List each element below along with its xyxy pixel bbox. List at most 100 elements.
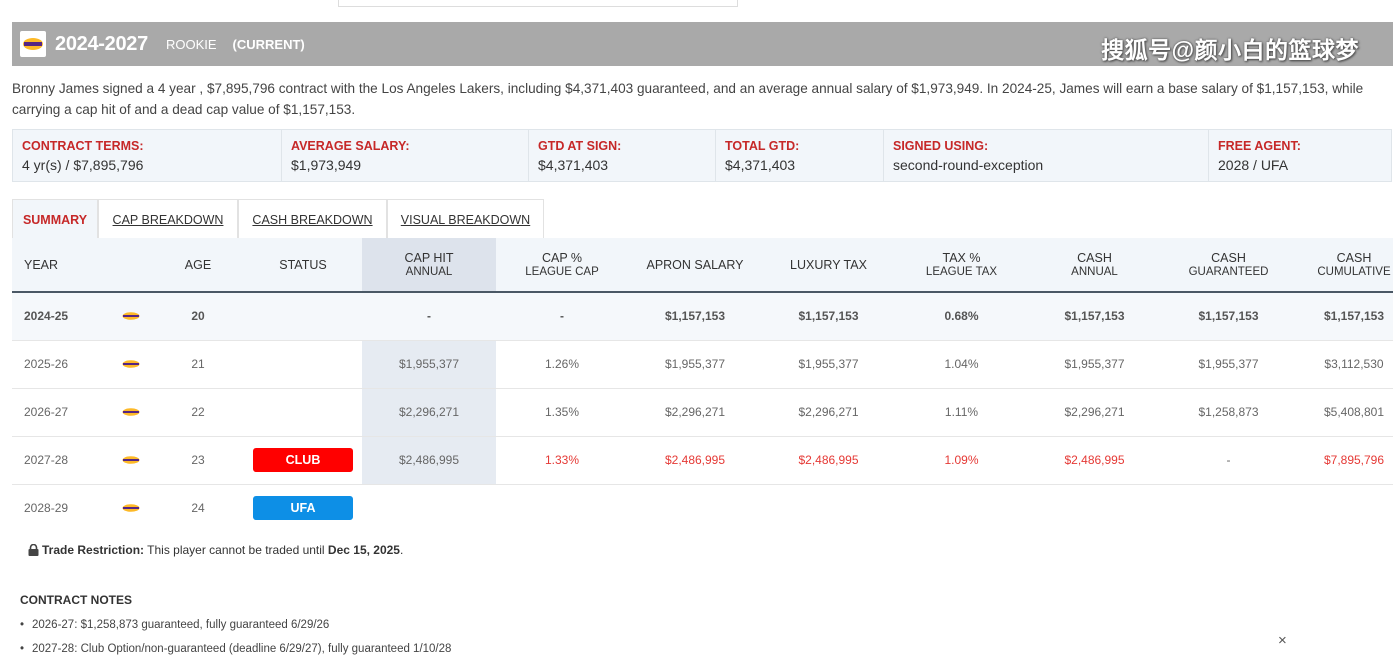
cell-tax-pct [895,484,1028,532]
cell-age: 24 [191,501,205,516]
term-label: CONTRACT TERMS: [22,139,144,153]
cell-age: 20 [191,309,205,324]
cell-luxury-tax: $1,157,153 [798,309,859,324]
cell-cap-pct: 1.26% [544,357,580,371]
col-header-status: STATUS [279,257,327,272]
breakdown-tabs: SUMMARY CAP BREAKDOWN CASH BREAKDOWN VIS… [12,199,544,239]
cell-cash-annual: $2,296,271 [1064,405,1125,419]
note-text: 2027-28: Club Option/non-guaranteed (dea… [32,643,452,655]
cell-apron: $2,296,271 [664,405,726,419]
trade-restriction-date: Dec 15, 2025 [327,543,400,557]
cell-tax-pct: 1.09% [944,453,979,467]
contract-table: YEAR AGE STATUS CAP HIT ANNUAL CAP % LEAGU… [12,238,1393,532]
cell-status [244,388,362,436]
cell-cap-hit: $2,296,271 [362,388,496,436]
note-text: 2026-27: $1,258,873 guaranteed, fully gu… [32,619,330,631]
cell-cash-guaranteed [1161,484,1296,532]
lock-icon [28,544,39,556]
cell-cash-annual: $2,486,995 [1064,453,1125,467]
cell-status: CLUB [244,436,362,484]
term-value: $1,973,949 [291,157,362,173]
cell-tax-pct: 0.68% [944,309,979,324]
term-contract-terms: CONTRACT TERMS: 4 yr(s) / $7,895,796 [13,130,282,181]
cell-cash-cumulative: $3,112,530 [1324,357,1384,371]
list-item: • 2027-28: Club Option/non-guaranteed (de… [20,643,451,662]
cell-status [244,292,362,340]
cell-year: 2027-28 [24,453,69,467]
term-label: TOTAL GTD: [725,139,800,153]
trade-restriction-text: This player cannot be traded until [144,543,328,557]
contract-header: 2024-2027 ROOKIE (CURRENT) 搜狐号@颜小白的篮球梦 [12,22,1393,66]
lakers-logo-icon [110,292,152,340]
col-header-tax-pct: TAX % LEAGUE TAX [925,250,998,278]
contract-years: 2024-2027 [55,32,148,55]
cell-luxury-tax: $1,955,377 [798,357,859,371]
lakers-logo-icon [110,484,152,532]
cell-cash-guaranteed: $1,955,377 [1198,357,1259,371]
cell-tax-pct: 1.11% [944,405,979,419]
contract-notes-list: • 2026-27: $1,258,873 guaranteed, fully g… [20,619,451,662]
cell-status [244,340,362,388]
contract-notes-title: CONTRACT NOTES [20,593,132,607]
term-gtd-at-sign: GTD AT SIGN: $4,371,403 [529,130,716,181]
list-item: • 2026-27: $1,258,873 guaranteed, fully g… [20,619,451,643]
term-signed-using: SIGNED USING: second-round-exception [884,130,1209,181]
term-value: $4,371,403 [538,157,609,173]
col-header-cash-guaranteed: CASH GUARANTEED [1188,250,1269,278]
tab-cash-breakdown[interactable]: CASH BREAKDOWN [238,199,387,239]
term-free-agent: FREE AGENT: 2028 / UFA [1209,130,1391,181]
cell-year: 2026-27 [24,405,69,419]
cell-apron: $2,486,995 [664,453,726,467]
lakers-logo-icon [110,340,152,388]
tab-summary[interactable]: SUMMARY [12,199,98,239]
col-header-cash-annual: CASH ANNUAL [1071,250,1118,278]
club-option-badge: CLUB [253,448,353,472]
cell-cap-hit: $2,486,995 [362,436,496,484]
term-value: second-round-exception [893,157,1044,173]
contract-terms-box: CONTRACT TERMS: 4 yr(s) / $7,895,796 AVE… [12,129,1392,182]
col-header-year: YEAR [24,257,59,272]
cell-tax-pct: 1.04% [944,357,979,371]
cell-cap-hit: - [362,292,496,340]
contract-summary: Bronny James signed a 4 year , $7,895,79… [12,81,1364,117]
cell-apron [628,484,762,532]
lakers-logo-icon [110,388,152,436]
cell-cash-cumulative: $7,895,796 [1323,453,1385,467]
cell-luxury-tax [762,484,895,532]
term-value: 2028 / UFA [1218,157,1289,173]
cell-cap-pct: 1.33% [544,453,580,467]
tab-cap-breakdown[interactable]: CAP BREAKDOWN [98,199,238,239]
watermark: 搜狐号@颜小白的篮球梦 [1101,37,1359,63]
col-header-apron: APRON SALARY [646,257,744,272]
cell-cap-hit: $1,955,377 [362,340,496,388]
table-row: 2024-25 20 - - $1,157,153 $1,157,153 0.6… [12,292,1393,340]
table-row: 2028-29 24 UFA [12,484,1393,532]
col-header-team [110,238,152,292]
term-label: SIGNED USING: [893,139,989,153]
cell-status: UFA [244,484,362,532]
col-header-luxury-tax: LUXURY TAX [790,257,867,272]
term-value: 4 yr(s) / $7,895,796 [22,157,144,173]
cell-cash-annual: $1,955,377 [1064,357,1125,371]
cell-cash-cumulative: $5,408,801 [1323,405,1385,419]
cell-luxury-tax: $2,486,995 [798,453,859,467]
trade-restriction: Trade Restriction: This player cannot be… [28,543,403,557]
cell-cap-pct: 1.35% [544,405,580,419]
ufa-badge: UFA [253,496,353,521]
lakers-logo-icon [110,436,152,484]
cell-cash-cumulative [1296,484,1393,532]
close-icon[interactable]: × [1278,632,1287,649]
cell-cash-guaranteed: $1,157,153 [1198,309,1259,324]
table-row: 2025-26 21 $1,955,377 1.26% $1,955,377 $… [12,340,1393,388]
table-row: 2026-27 22 $2,296,271 1.35% $2,296,271 $… [12,388,1393,436]
trade-restriction-label: Trade Restriction: [42,543,145,557]
cell-luxury-tax: $2,296,271 [798,405,859,419]
col-header-cap-pct: CAP % LEAGUE CAP [525,250,599,278]
cell-year: 2025-26 [24,357,69,371]
trade-restriction-end: . [399,543,404,557]
term-label: AVERAGE SALARY: [291,139,410,153]
term-total-gtd: TOTAL GTD: $4,371,403 [716,130,884,181]
tab-visual-breakdown[interactable]: VISUAL BREAKDOWN [387,199,544,239]
col-header-cap-hit: CAP HIT ANNUAL [362,238,496,292]
table-header-row: YEAR AGE STATUS CAP HIT ANNUAL CAP % LEAGU… [12,238,1393,292]
